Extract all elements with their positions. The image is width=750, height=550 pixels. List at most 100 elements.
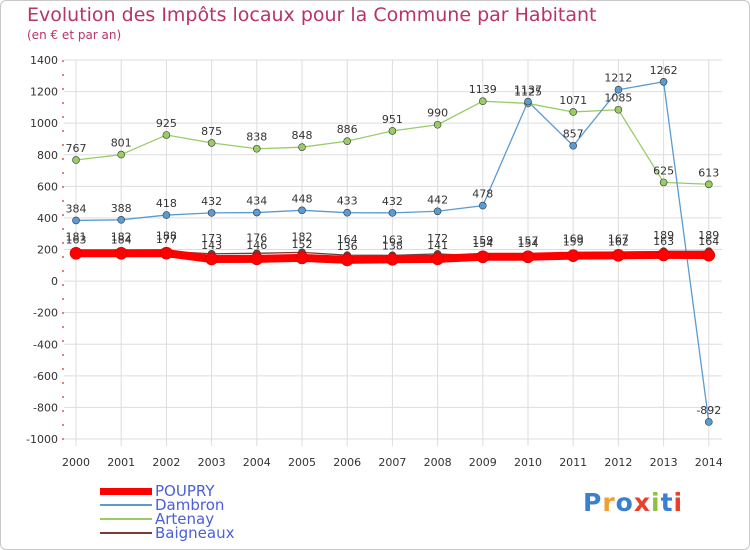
data-point-artenay: [388, 127, 397, 135]
data-label-artenay: 848: [292, 129, 313, 142]
data-label-baigneaux: 159: [472, 234, 493, 247]
data-label-poupry: 152: [292, 238, 313, 251]
data-label-dambron: 1262: [650, 64, 678, 77]
data-label-artenay: 1085: [604, 92, 632, 105]
x-tick-label: 2003: [198, 456, 226, 469]
data-label-artenay: 1125: [514, 85, 542, 98]
data-point-poupry: [295, 251, 309, 265]
data-point-dambron: [298, 206, 306, 215]
data-point-artenay: [207, 139, 216, 147]
data-point-dambron: [117, 216, 125, 224]
data-label-poupry: 141: [427, 239, 448, 252]
data-label-poupry: 138: [382, 239, 403, 252]
data-point-dambron: [162, 211, 171, 219]
data-label-dambron: 432: [382, 195, 403, 208]
data-label-artenay: 1071: [559, 94, 587, 107]
data-point-dambron: [659, 77, 668, 86]
data-point-dambron: [704, 418, 713, 426]
data-point-artenay: [343, 137, 352, 145]
data-label-poupry: 164: [698, 235, 719, 248]
legend-label-dambron: Dambron: [155, 496, 225, 514]
logo-letter: r: [602, 488, 616, 517]
data-point-artenay: [704, 180, 713, 189]
data-label-baigneaux: 188: [156, 229, 177, 242]
data-label-baigneaux: 182: [292, 230, 313, 243]
data-label-poupry: 163: [653, 235, 674, 248]
data-point-artenay: [252, 144, 261, 153]
legend-label-artenay: Artenay: [155, 510, 215, 528]
legend-swatch-artenay: [100, 518, 152, 520]
data-label-artenay: 886: [337, 123, 358, 136]
data-label-baigneaux: 189: [698, 229, 719, 242]
data-label-dambron: 1212: [604, 72, 632, 85]
data-point-poupry: [566, 249, 580, 262]
data-point-dambron: [524, 97, 532, 106]
data-label-dambron: 432: [201, 195, 222, 208]
data-label-artenay: 1139: [469, 83, 497, 96]
data-label-baigneaux: 189: [653, 229, 674, 242]
data-label-poupry: 162: [608, 235, 629, 248]
series-layer: [69, 77, 716, 426]
data-point-poupry: [612, 249, 625, 262]
data-point-dambron: [433, 207, 442, 216]
data-point-poupry: [250, 252, 264, 266]
data-label-baigneaux: 163: [382, 233, 403, 246]
x-tick-label: 2012: [604, 456, 632, 469]
logo-letter: o: [615, 488, 634, 517]
y-tick-label: -400: [33, 338, 58, 351]
data-label-baigneaux: 164: [337, 233, 358, 246]
data-label-dambron: 442: [427, 193, 448, 206]
data-point-poupry: [386, 252, 399, 266]
y-tick-label: -1000: [26, 433, 58, 446]
data-point-artenay: [72, 156, 80, 164]
data-point-dambron: [343, 208, 352, 217]
legend-swatch-poupry: [100, 488, 152, 495]
data-label-baigneaux: 173: [201, 232, 222, 245]
data-label-dambron: 1137: [514, 84, 542, 97]
y-tick-label: 1400: [30, 54, 58, 67]
data-label-baigneaux: 157: [518, 234, 539, 247]
data-label-baigneaux: 182: [111, 230, 132, 243]
data-point-poupry: [205, 252, 218, 266]
axis-layer: -1000 -800 -600 -400 -200 0 200 400 600 800 1000 12…: [26, 54, 723, 469]
data-label-artenay: 951: [382, 113, 403, 126]
y-tick-label: 400: [37, 212, 58, 225]
data-label-baigneaux: 169: [563, 232, 584, 245]
data-label-artenay: 625: [653, 164, 674, 177]
data-label-poupry: 136: [337, 240, 358, 253]
data-point-poupry: [69, 246, 83, 260]
data-point-artenay: [433, 120, 442, 129]
x-tick-label: 2014: [695, 456, 723, 469]
data-point-dambron: [72, 216, 80, 225]
data-label-dambron: 388: [111, 202, 132, 215]
logo-letter: x: [633, 488, 651, 517]
data-point-poupry: [160, 246, 173, 260]
data-label-poupry: 143: [201, 239, 222, 252]
data-point-poupry: [340, 253, 354, 267]
data-point-poupry: [476, 250, 490, 264]
data-label-poupry: 154: [518, 237, 539, 250]
y-tick-label: 0: [51, 275, 58, 288]
data-point-poupry: [114, 246, 128, 260]
data-label-dambron: 433: [337, 195, 358, 208]
data-label-artenay: 875: [201, 125, 222, 138]
data-label-dambron: 857: [563, 128, 584, 141]
legend-label-poupry: POUPRY: [155, 482, 215, 500]
x-tick-label: 2010: [514, 456, 542, 469]
x-tick-label: 2005: [288, 456, 316, 469]
data-point-artenay: [659, 178, 668, 187]
data-label-baigneaux: 176: [246, 231, 267, 244]
logo-letter: t: [660, 488, 674, 517]
data-label-dambron: 478: [472, 188, 493, 201]
x-tick-label: 2002: [152, 456, 180, 469]
data-point-artenay: [478, 97, 487, 106]
x-tick-label: 2007: [378, 456, 406, 469]
legend-swatch-baigneaux: [100, 532, 152, 534]
data-label-dambron: -892: [696, 404, 721, 417]
data-label-poupry: 163: [66, 233, 87, 246]
data-label-baigneaux: 172: [427, 232, 448, 245]
legend-label-baigneaux: Baigneaux: [155, 524, 235, 542]
x-tick-label: 2000: [62, 456, 90, 469]
data-label-poupry: 159: [563, 236, 584, 249]
